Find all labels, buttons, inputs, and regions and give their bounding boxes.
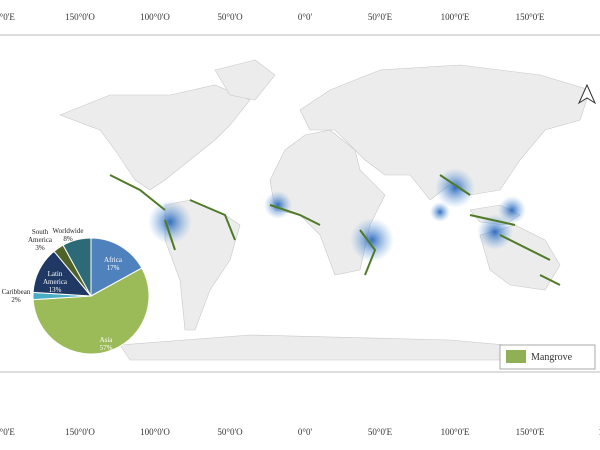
legend-swatch — [506, 350, 526, 363]
slice-label: South America 3% — [23, 228, 57, 252]
lon-label: 150°0'E — [516, 12, 545, 22]
lon-label: 0°0'E — [0, 427, 15, 437]
lon-label: 150°0'E — [516, 427, 545, 437]
slice-value: 8% — [63, 235, 73, 243]
mangrove-coasts — [109, 174, 561, 286]
lon-label: 100°0'O — [140, 427, 170, 437]
slice-name: Asia — [99, 336, 113, 344]
lon-label: 50°0'O — [217, 12, 243, 22]
lon-label: 100°0'E — [441, 427, 470, 437]
slice-label: Africa 17% — [96, 256, 130, 272]
lon-label: 100°0'O — [140, 12, 170, 22]
pie-slice — [32, 267, 150, 355]
pie — [32, 237, 150, 355]
slice-name: Africa — [104, 256, 122, 264]
slice-label: Asia 57% — [89, 336, 123, 352]
slice-value: 57% — [99, 344, 113, 352]
slice-value: 3% — [35, 244, 45, 252]
legend-label: Mangrove — [531, 352, 573, 363]
lon-label: 0°0' — [298, 427, 313, 437]
lon-label: 50°0'E — [368, 427, 393, 437]
slice-name: South America — [27, 228, 53, 244]
pie-slice — [90, 237, 143, 297]
lon-label: 150°0'O — [65, 427, 95, 437]
lon-label: 50°0'E — [368, 12, 393, 22]
slice-name: Latin America — [42, 270, 68, 286]
slice-value: 13% — [48, 286, 62, 294]
slice-label: Worldwide 8% — [51, 227, 85, 243]
slice-name: Worldwide — [52, 227, 84, 235]
lon-label: 160 — [598, 427, 600, 437]
slice-label: Caribbean 2% — [0, 288, 33, 304]
slice-label: Latin America 13% — [38, 270, 72, 294]
pie-slice — [62, 237, 92, 297]
north-arrow — [577, 83, 597, 105]
lon-label: 0°0' — [298, 12, 313, 22]
slice-name: Caribbean — [1, 288, 31, 296]
slice-value: 17% — [106, 264, 120, 272]
slice-value: 2% — [11, 296, 21, 304]
lon-label: 150°0'O — [65, 12, 95, 22]
lon-label: 0°0'E — [0, 12, 15, 22]
lon-label: 50°0'O — [217, 427, 243, 437]
lon-label: 100°0'E — [441, 12, 470, 22]
